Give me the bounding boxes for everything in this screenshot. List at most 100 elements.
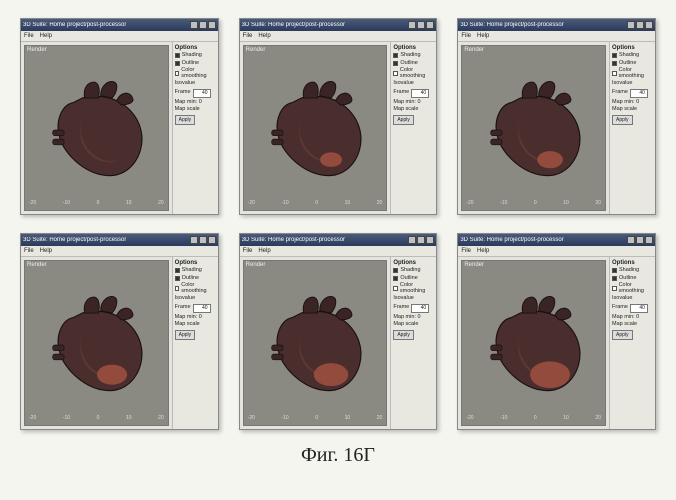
minimize-button[interactable] [190, 236, 198, 244]
checkbox-icon [612, 286, 617, 291]
mapscale-label: Map scale [393, 107, 418, 113]
window-title: 3D Suite: Home project/post-processor [23, 22, 126, 28]
frame-value[interactable]: 40 [193, 304, 211, 313]
checkbox-icon [393, 53, 398, 58]
mapscale-row: Map scale [175, 107, 216, 113]
close-button[interactable] [426, 236, 434, 244]
render-viewport[interactable]: Render -20-1001020 [243, 260, 388, 426]
shading-checkbox[interactable]: Shading [393, 53, 434, 59]
maximize-button[interactable] [417, 21, 425, 29]
render-viewport[interactable]: Render -20-1001020 [461, 45, 606, 211]
menu-item[interactable]: Help [40, 33, 52, 39]
shading-checkbox[interactable]: Shading [612, 53, 653, 59]
checkbox-icon [393, 286, 398, 291]
menu-item[interactable]: Help [40, 248, 52, 254]
axis-ticks: -20-1001020 [25, 200, 168, 210]
render-viewport[interactable]: Render -20-1001020 [243, 45, 388, 211]
smoothing-checkbox[interactable]: Color smoothing [175, 68, 216, 79]
mapmin-row: Map min: 0 [393, 100, 434, 106]
checkbox-icon [612, 268, 617, 273]
mapscale-label: Map scale [393, 322, 418, 328]
close-button[interactable] [208, 21, 216, 29]
minimize-button[interactable] [408, 236, 416, 244]
menubar: File Help [21, 246, 218, 257]
smoothing-checkbox[interactable]: Color smoothing [612, 283, 653, 294]
window-title: 3D Suite: Home project/post-processor [242, 22, 345, 28]
window-title: 3D Suite: Home project/post-processor [460, 22, 563, 28]
render-viewport[interactable]: Render -20-1001020 [24, 260, 169, 426]
menu-item[interactable]: File [24, 248, 34, 254]
apply-button[interactable]: Apply [612, 115, 633, 125]
apply-button[interactable]: Apply [393, 330, 414, 340]
minimize-button[interactable] [627, 21, 635, 29]
mapmin-label: Map min: 0 [393, 100, 420, 106]
menu-item[interactable]: Help [258, 33, 270, 39]
frame-value[interactable]: 40 [630, 304, 648, 313]
frame-value[interactable]: 40 [630, 89, 648, 98]
maximize-button[interactable] [199, 21, 207, 29]
menu-item[interactable]: Help [258, 248, 270, 254]
apply-button[interactable]: Apply [175, 115, 196, 125]
checkbox-label: Color smoothing [619, 68, 653, 79]
isovalue-label: Isovalue [175, 296, 196, 302]
menu-item[interactable]: File [243, 248, 253, 254]
menu-item[interactable]: File [461, 33, 471, 39]
menu-item[interactable]: File [24, 33, 34, 39]
menu-item[interactable]: Help [477, 248, 489, 254]
menu-item[interactable]: Help [477, 33, 489, 39]
checkbox-label: Outline [619, 276, 636, 282]
frame-value[interactable]: 40 [411, 89, 429, 98]
smoothing-checkbox[interactable]: Color smoothing [175, 283, 216, 294]
mapmin-label: Map min: 0 [393, 315, 420, 321]
frame-label: Frame [393, 90, 409, 96]
window-controls [408, 236, 434, 244]
checkbox-label: Outline [182, 61, 199, 67]
minimize-button[interactable] [408, 21, 416, 29]
menu-item[interactable]: File [461, 248, 471, 254]
outline-checkbox[interactable]: Outline [175, 276, 216, 282]
outline-checkbox[interactable]: Outline [612, 276, 653, 282]
outline-checkbox[interactable]: Outline [393, 276, 434, 282]
smoothing-checkbox[interactable]: Color smoothing [393, 283, 434, 294]
render-viewport[interactable]: Render -20-1001020 [24, 45, 169, 211]
render-viewport[interactable]: Render -20-1001020 [461, 260, 606, 426]
smoothing-checkbox[interactable]: Color smoothing [612, 68, 653, 79]
checkbox-label: Color smoothing [619, 283, 653, 294]
window-controls [190, 236, 216, 244]
window-controls [627, 236, 653, 244]
frame-value[interactable]: 40 [411, 304, 429, 313]
apply-button[interactable]: Apply [393, 115, 414, 125]
options-panel: Options Shading Outline Color smoothing … [390, 42, 436, 214]
shading-checkbox[interactable]: Shading [393, 268, 434, 274]
maximize-button[interactable] [636, 236, 644, 244]
maximize-button[interactable] [199, 236, 207, 244]
shading-checkbox[interactable]: Shading [175, 268, 216, 274]
maximize-button[interactable] [636, 21, 644, 29]
menu-item[interactable]: File [243, 33, 253, 39]
mapscale-row: Map scale [175, 322, 216, 328]
frame-label: Frame [612, 305, 628, 311]
shading-checkbox[interactable]: Shading [175, 53, 216, 59]
frame-label: Frame [393, 305, 409, 311]
minimize-button[interactable] [627, 236, 635, 244]
close-button[interactable] [645, 236, 653, 244]
frame-value[interactable]: 40 [193, 89, 211, 98]
mapscale-label: Map scale [175, 322, 200, 328]
outline-checkbox[interactable]: Outline [175, 61, 216, 67]
axis-ticks: -20-1001020 [244, 200, 387, 210]
shading-checkbox[interactable]: Shading [612, 268, 653, 274]
apply-button[interactable]: Apply [175, 330, 196, 340]
close-button[interactable] [645, 21, 653, 29]
mapmin-row: Map min: 0 [175, 100, 216, 106]
apply-button[interactable]: Apply [612, 330, 633, 340]
close-button[interactable] [208, 236, 216, 244]
checkbox-label: Outline [400, 276, 417, 282]
maximize-button[interactable] [417, 236, 425, 244]
smoothing-checkbox[interactable]: Color smoothing [393, 68, 434, 79]
outline-checkbox[interactable]: Outline [612, 61, 653, 67]
titlebar: 3D Suite: Home project/post-processor [240, 234, 437, 246]
mapscale-label: Map scale [175, 107, 200, 113]
outline-checkbox[interactable]: Outline [393, 61, 434, 67]
close-button[interactable] [426, 21, 434, 29]
minimize-button[interactable] [190, 21, 198, 29]
